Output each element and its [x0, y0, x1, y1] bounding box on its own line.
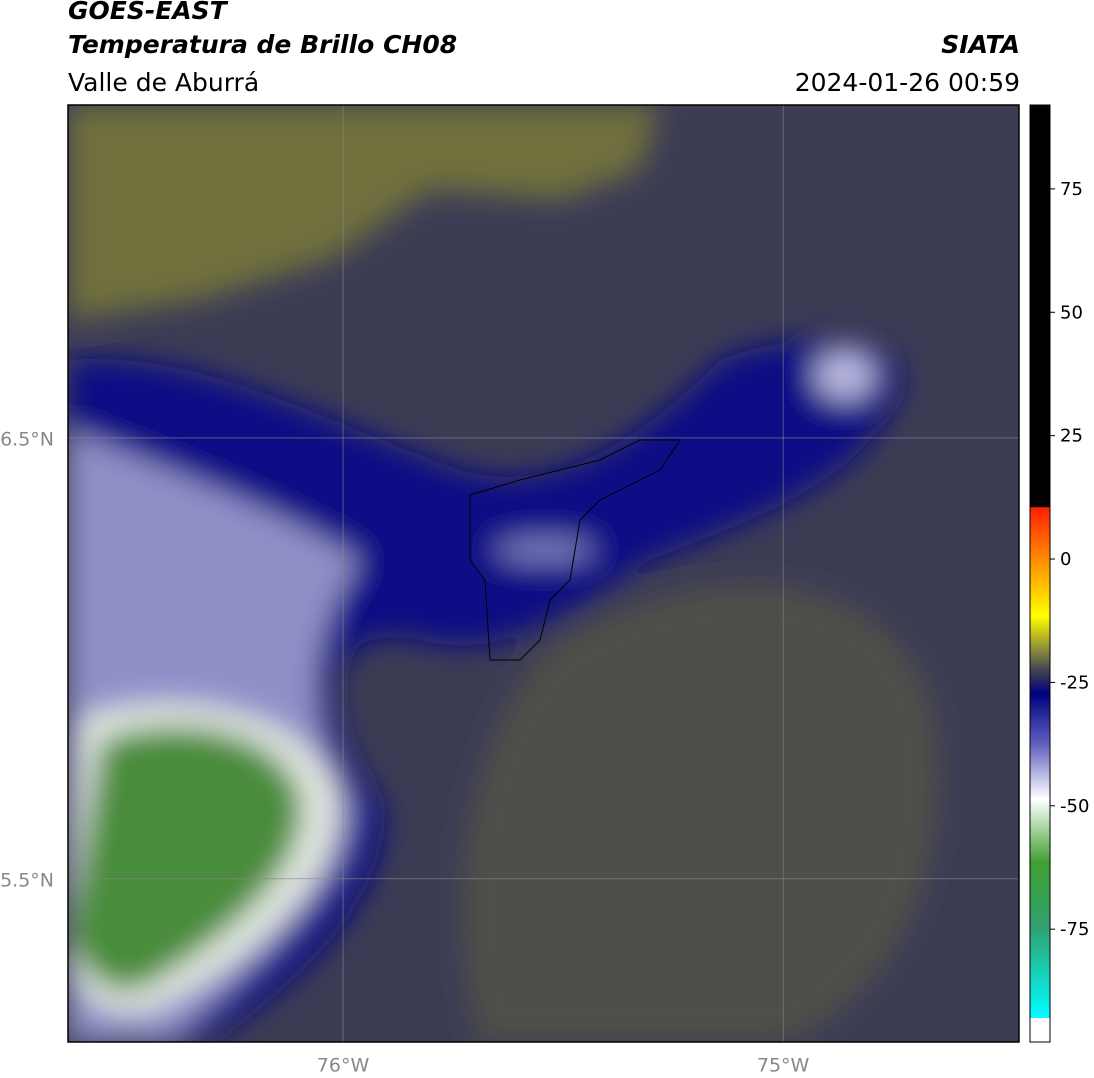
colorbar-tick-label: -25	[1060, 672, 1089, 693]
colorbar	[1030, 105, 1050, 1018]
region: Valle de Aburrá	[68, 68, 260, 97]
lon-tick-label: 75°W	[757, 1055, 810, 1077]
map-frame	[67, 104, 1020, 1043]
colorbar-frame	[1029, 104, 1051, 1043]
colorbar-tick-label: 0	[1060, 549, 1071, 570]
lat-tick-label: 6.5°N	[0, 428, 54, 450]
title: GOES-EAST	[68, 0, 227, 25]
subtitle: Temperatura de Brillo CH08	[68, 30, 458, 59]
colorbar-under	[1030, 1018, 1050, 1042]
colorbar-tick-label: 25	[1060, 426, 1083, 447]
colorbar-tick-label: 75	[1060, 179, 1083, 200]
map-image	[68, 105, 1019, 1042]
source: SIATA	[941, 30, 1020, 59]
colorbar-tick-label: 50	[1060, 302, 1083, 323]
colorbar-tick-label: -50	[1060, 796, 1089, 817]
lon-tick-label: 76°W	[317, 1055, 370, 1077]
datetime: 2024-01-26 00:59	[794, 68, 1020, 97]
lat-tick-label: 5.5°N	[0, 869, 54, 891]
colorbar-tick-label: -75	[1060, 919, 1089, 940]
